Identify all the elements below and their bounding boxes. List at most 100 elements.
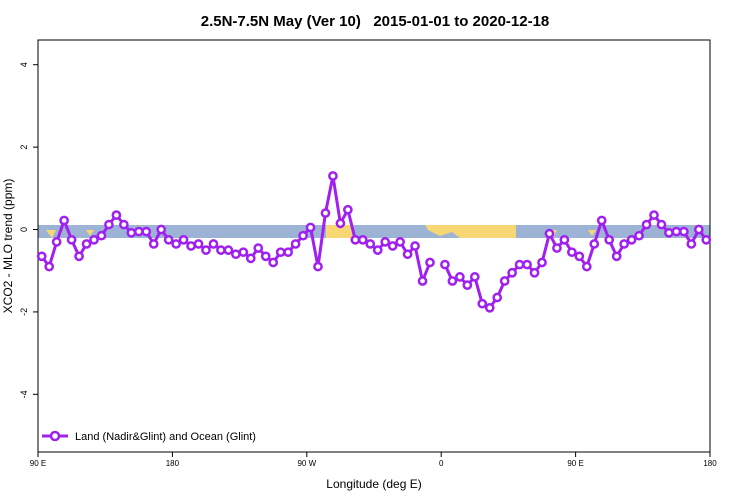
data-point xyxy=(253,243,264,253)
data-point xyxy=(634,230,644,241)
data-point xyxy=(693,224,704,235)
data-point xyxy=(141,226,152,237)
data-point xyxy=(611,251,622,262)
data-point xyxy=(119,219,129,230)
data-point xyxy=(686,239,697,249)
data-point xyxy=(44,261,55,272)
data-point xyxy=(671,226,682,237)
data-point xyxy=(544,228,555,239)
data-point xyxy=(208,239,219,249)
data-point xyxy=(529,267,540,278)
data-point xyxy=(552,243,562,253)
x-tick-label: 90 W xyxy=(297,459,316,468)
data-point xyxy=(238,247,249,258)
data-point xyxy=(626,234,637,245)
data-point xyxy=(679,226,689,237)
y-tick-label: -2 xyxy=(19,308,29,316)
data-point xyxy=(402,249,413,260)
land-band xyxy=(425,225,516,238)
data-point xyxy=(499,276,510,286)
data-point xyxy=(298,230,308,241)
data-point xyxy=(96,230,107,241)
data-point xyxy=(201,245,211,255)
legend-marker xyxy=(49,430,61,442)
data-point xyxy=(305,222,316,233)
data-point xyxy=(216,245,226,255)
data-point xyxy=(641,219,652,230)
data-point xyxy=(260,251,271,262)
plot-frame xyxy=(37,39,711,453)
x-tick-label: 0 xyxy=(439,459,444,468)
data-point xyxy=(193,239,204,249)
data-point xyxy=(313,261,323,272)
data-point xyxy=(186,241,196,251)
data-point xyxy=(156,224,167,235)
data-point xyxy=(395,237,405,247)
data-point xyxy=(357,234,368,245)
data-point xyxy=(290,239,301,249)
data-point xyxy=(89,234,99,245)
legend-label: Land (Nadir&Glint) and Ocean (Glint) xyxy=(75,431,256,443)
data-point xyxy=(171,239,181,249)
data-point xyxy=(148,239,159,249)
data-point xyxy=(649,210,659,220)
data-point xyxy=(380,237,391,247)
data-point xyxy=(589,239,600,249)
data-point xyxy=(350,234,361,245)
data-point xyxy=(328,171,338,181)
ocean-band xyxy=(38,225,710,238)
data-point xyxy=(492,292,503,303)
data-point xyxy=(462,280,473,290)
data-point xyxy=(425,257,435,268)
data-point xyxy=(268,257,279,268)
data-point xyxy=(133,226,144,237)
x-tick-label: 180 xyxy=(703,459,717,468)
x-axis-label: Longitude (deg E) xyxy=(326,477,421,491)
data-point xyxy=(163,234,174,245)
data-point xyxy=(522,259,532,270)
data-point xyxy=(51,237,62,247)
data-point xyxy=(455,272,465,282)
data-point xyxy=(231,249,241,260)
data-point xyxy=(74,251,84,262)
data-point xyxy=(477,298,488,309)
y-tick-label: -4 xyxy=(19,390,29,398)
data-point xyxy=(223,245,234,255)
data-point xyxy=(126,227,137,238)
land-ocean-strip xyxy=(38,225,710,238)
data-point xyxy=(343,204,353,215)
data-point xyxy=(574,251,585,262)
data-point xyxy=(81,239,92,249)
data-point xyxy=(447,276,458,286)
data-point xyxy=(567,247,577,258)
data-point xyxy=(36,251,47,262)
data-point xyxy=(604,234,615,245)
land-band xyxy=(326,225,354,238)
y-tick-label: 0 xyxy=(19,227,29,232)
y-tick-label: 4 xyxy=(19,62,29,67)
data-point xyxy=(664,227,674,238)
data-point xyxy=(701,234,712,245)
data-point xyxy=(619,239,629,249)
data-point xyxy=(484,302,495,313)
data-point xyxy=(514,259,525,270)
data-point xyxy=(335,218,346,229)
data-point xyxy=(559,234,570,245)
data-point xyxy=(365,239,376,249)
y-tick-label: 2 xyxy=(19,145,29,150)
data-point xyxy=(469,272,480,282)
legend: Land (Nadir&Glint) and Ocean (Glint) xyxy=(42,430,256,443)
x-tick-label: 90 E xyxy=(567,459,583,468)
chart-title: 2.5N-7.5N May (Ver 10) 2015-01-01 to 202… xyxy=(201,13,550,30)
data-point xyxy=(417,276,428,286)
data-point xyxy=(537,257,547,268)
data-point xyxy=(387,241,398,251)
data-point xyxy=(656,219,667,230)
data-point xyxy=(104,219,114,230)
data-point xyxy=(581,261,592,272)
data-point xyxy=(66,234,77,245)
data-point xyxy=(320,208,331,218)
data-point xyxy=(507,267,517,278)
